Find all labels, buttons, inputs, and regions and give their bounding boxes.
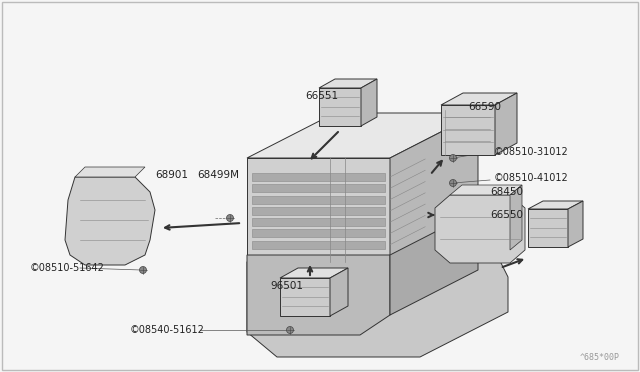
Polygon shape: [495, 93, 517, 155]
Polygon shape: [252, 207, 385, 215]
Polygon shape: [65, 177, 155, 265]
Polygon shape: [390, 210, 478, 315]
Polygon shape: [280, 278, 330, 316]
Text: 66590: 66590: [468, 102, 501, 112]
Polygon shape: [330, 268, 348, 316]
Polygon shape: [441, 93, 517, 105]
Text: 68901: 68901: [155, 170, 188, 180]
Polygon shape: [319, 79, 377, 88]
Polygon shape: [528, 201, 583, 209]
Polygon shape: [252, 173, 385, 181]
Polygon shape: [510, 185, 522, 250]
Polygon shape: [247, 217, 508, 357]
Polygon shape: [568, 201, 583, 247]
Polygon shape: [252, 218, 385, 226]
Text: 66550: 66550: [490, 210, 523, 220]
Circle shape: [287, 327, 294, 334]
Polygon shape: [252, 184, 385, 192]
Polygon shape: [75, 167, 145, 177]
Circle shape: [227, 215, 234, 221]
Polygon shape: [252, 230, 385, 237]
Text: ©08540-51612: ©08540-51612: [130, 325, 205, 335]
Polygon shape: [247, 255, 390, 335]
Circle shape: [449, 154, 456, 161]
Text: ©08510-51642: ©08510-51642: [30, 263, 105, 273]
Polygon shape: [280, 268, 348, 278]
Polygon shape: [252, 196, 385, 203]
Text: 96501: 96501: [270, 281, 303, 291]
Text: 68450: 68450: [490, 187, 523, 197]
Polygon shape: [450, 185, 522, 195]
Polygon shape: [252, 241, 385, 249]
Circle shape: [140, 266, 147, 273]
Text: 66551: 66551: [305, 91, 338, 101]
Polygon shape: [361, 79, 377, 126]
Polygon shape: [435, 195, 525, 263]
Polygon shape: [390, 113, 478, 262]
Text: ©08510-41012: ©08510-41012: [494, 173, 569, 183]
Text: 68499M: 68499M: [197, 170, 239, 180]
Text: ©08510-31012: ©08510-31012: [494, 147, 569, 157]
Polygon shape: [247, 217, 478, 262]
Polygon shape: [441, 105, 495, 155]
Polygon shape: [247, 113, 478, 158]
Polygon shape: [528, 209, 568, 247]
Text: ^685*00P: ^685*00P: [580, 353, 620, 362]
Polygon shape: [247, 158, 390, 262]
Circle shape: [449, 180, 456, 186]
Polygon shape: [319, 88, 361, 126]
